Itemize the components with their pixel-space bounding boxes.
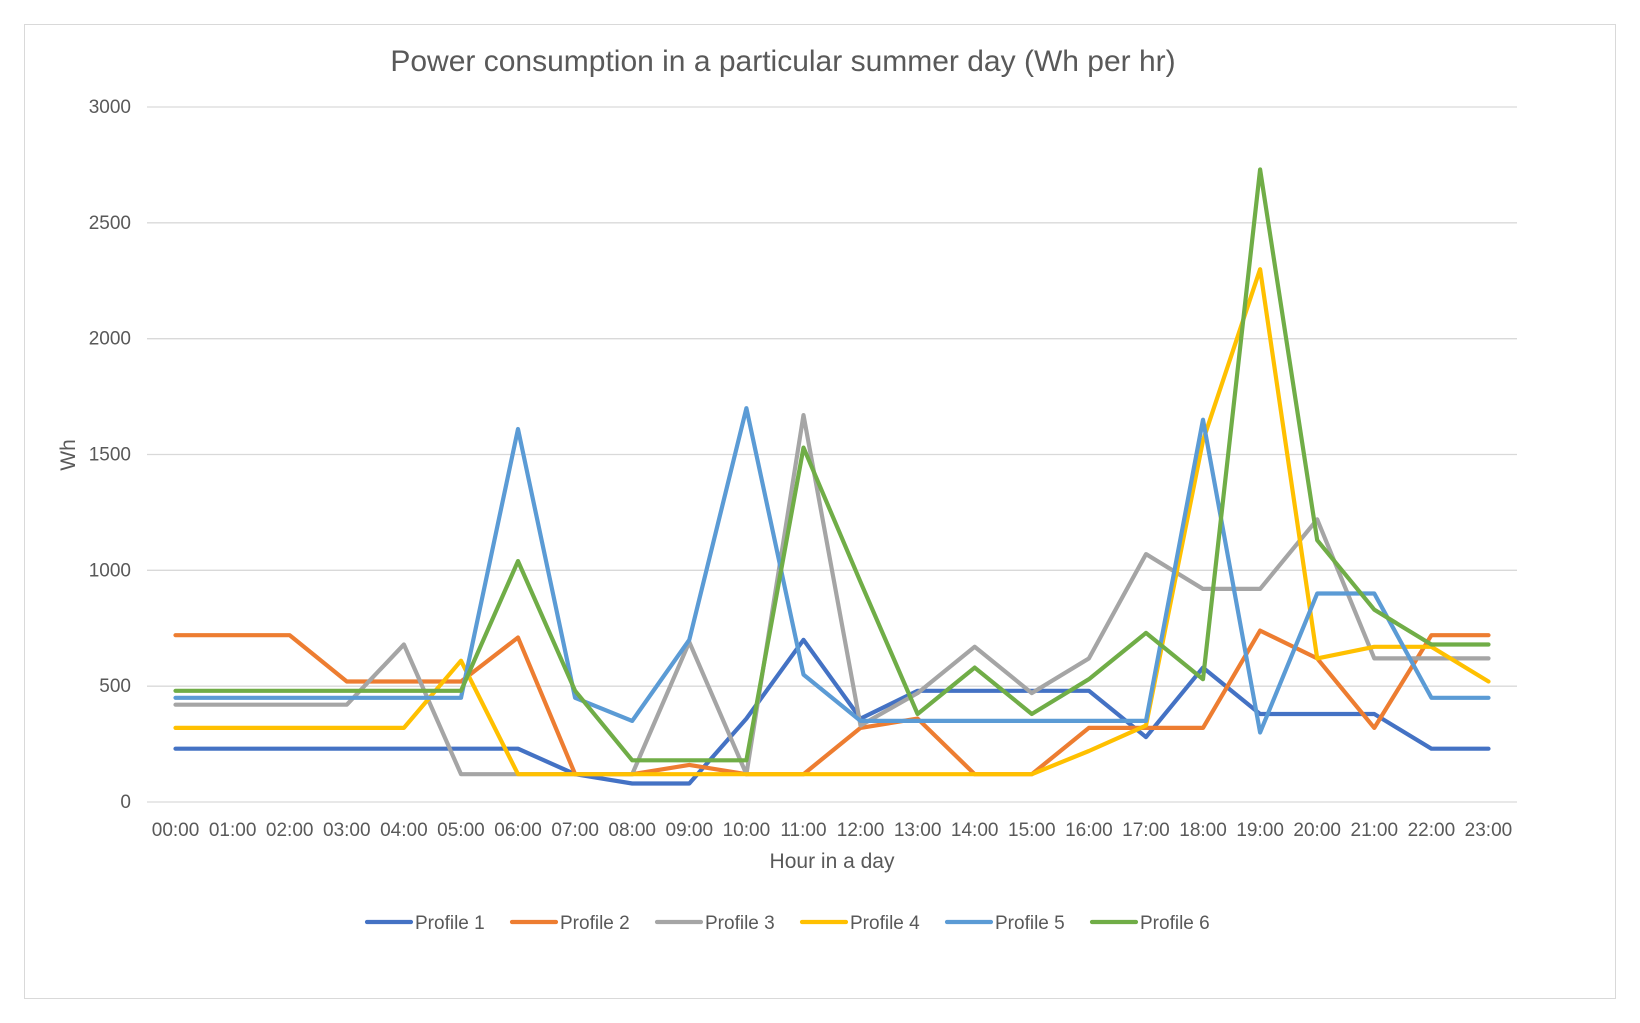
x-tick-label: 18:00 xyxy=(1179,820,1227,841)
x-axis-ticks: 00:00 01:00 02:00 03:00 04:00 05:00 06:00 07:00… xyxy=(152,820,1512,841)
y-tick-label: 1500 xyxy=(89,445,131,466)
x-tick-label: 01:00 xyxy=(209,820,257,841)
x-tick-label: 12:00 xyxy=(837,820,885,841)
y-tick-label: 2500 xyxy=(89,213,131,234)
x-tick-label: 09:00 xyxy=(666,820,714,841)
legend-label: Profile 3 xyxy=(705,913,775,934)
x-tick-label: 16:00 xyxy=(1065,820,1113,841)
x-tick-label: 22:00 xyxy=(1408,820,1456,841)
x-tick-label: 21:00 xyxy=(1351,820,1399,841)
legend-label: Profile 6 xyxy=(1140,913,1210,934)
x-tick-label: 10:00 xyxy=(723,820,771,841)
legend: Profile 1 Profile 2 Profile 3 Profile 4 Prof… xyxy=(364,913,1210,934)
x-tick-label: 23:00 xyxy=(1465,820,1513,841)
legend-label: Profile 1 xyxy=(415,913,485,934)
x-tick-label: 19:00 xyxy=(1236,820,1284,841)
x-tick-label: 15:00 xyxy=(1008,820,1056,841)
x-tick-label: 07:00 xyxy=(551,820,599,841)
x-tick-label: 02:00 xyxy=(266,820,314,841)
x-tick-label: 08:00 xyxy=(608,820,656,841)
x-tick-label: 05:00 xyxy=(437,820,485,841)
y-tick-label: 2000 xyxy=(89,329,131,350)
y-tick-label: 1000 xyxy=(89,560,131,581)
x-tick-label: 17:00 xyxy=(1122,820,1170,841)
y-tick-label: 0 xyxy=(120,792,131,813)
series-lines xyxy=(173,167,1491,786)
series-line-profile-3 xyxy=(173,413,1491,777)
legend-label: Profile 2 xyxy=(560,913,630,934)
x-tick-label: 14:00 xyxy=(951,820,999,841)
legend-label: Profile 4 xyxy=(850,913,920,934)
x-tick-label: 13:00 xyxy=(894,820,942,841)
x-tick-label: 00:00 xyxy=(152,820,200,841)
x-tick-label: 20:00 xyxy=(1293,820,1341,841)
x-tick-label: 06:00 xyxy=(494,820,542,841)
legend-label: Profile 5 xyxy=(995,913,1065,934)
line-chart: Power consumption in a particular summer… xyxy=(57,45,1517,934)
x-tick-label: 11:00 xyxy=(780,820,826,841)
y-axis-ticks: 0 500 1000 1500 2000 2500 3000 xyxy=(89,97,131,813)
series-line-profile-2 xyxy=(173,628,1491,777)
x-tick-label: 03:00 xyxy=(323,820,371,841)
y-tick-label: 500 xyxy=(99,676,131,697)
chart-frame: Power consumption in a particular summer… xyxy=(24,24,1616,999)
y-axis-title: Wh xyxy=(57,439,80,471)
series-line-profile-4 xyxy=(173,267,1491,777)
chart-title: Power consumption in a particular summer… xyxy=(390,45,1175,78)
x-tick-label: 04:00 xyxy=(380,820,428,841)
y-tick-label: 3000 xyxy=(89,97,131,118)
series-line-profile-5 xyxy=(173,406,1491,735)
x-axis-title: Hour in a day xyxy=(770,850,895,873)
series-line-profile-6 xyxy=(173,167,1491,763)
